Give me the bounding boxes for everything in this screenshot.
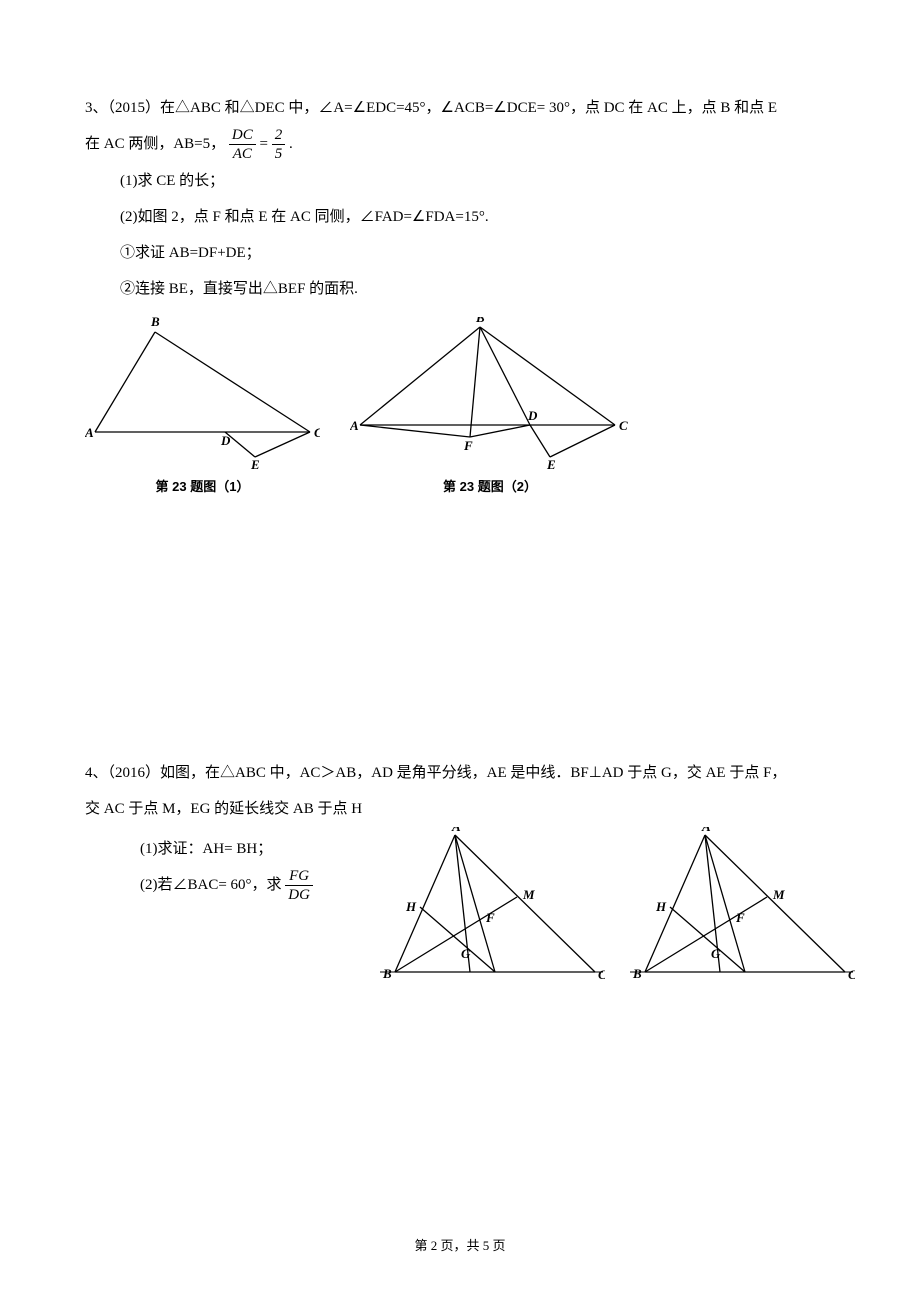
svg-text:F: F (735, 910, 745, 925)
svg-text:D: D (220, 433, 231, 448)
q3-figures: A B C D E 第 23 题图（1） A B C D E F 第 23 题图（2） (85, 317, 835, 495)
q3-fig2-caption: 第 23 题图（2） (350, 476, 630, 495)
page-footer: 第 2 页，共 5 页 (0, 1235, 920, 1254)
frac-dc-ac: DC AC (229, 126, 256, 163)
svg-text:H: H (655, 899, 667, 914)
q3-line1a: 3、（2015）在△ABC 和△DEC 中，∠A=∠EDC=45°，∠ACB=∠… (85, 90, 835, 126)
svg-text:M: M (522, 887, 535, 902)
question-4: 4、（2016）如图，在△ABC 中，AC＞AB，AD 是角平分线，AE 是中线… (85, 755, 835, 987)
svg-text:M: M (772, 887, 785, 902)
svg-text:A: A (451, 827, 461, 834)
q4-part2: (2)若∠BAC= 60°，求 FG DG (85, 867, 375, 904)
svg-text:F: F (485, 910, 495, 925)
svg-text:A: A (701, 827, 711, 834)
svg-text:F: F (463, 438, 473, 453)
q4-part1: (1)求证：AH= BH； (85, 831, 375, 867)
eq-sign: = (259, 136, 271, 152)
svg-text:G: G (711, 946, 721, 961)
q3-figure-2: A B C D E F (350, 317, 630, 472)
q3-part2b: ②连接 BE，直接写出△BEF 的面积. (85, 271, 835, 307)
q3-part1: (1)求 CE 的长； (85, 163, 835, 199)
q4-line2: 交 AC 于点 M，EG 的延长线交 AB 于点 H (85, 791, 835, 827)
q3-line1b: 在 AC 两侧，AB=5， DC AC = 2 5 . (85, 126, 835, 163)
svg-text:A: A (85, 425, 94, 440)
svg-text:E: E (546, 457, 556, 472)
svg-text:C: C (314, 425, 320, 440)
q4-subparts: (1)求证：AH= BH； (2)若∠BAC= 60°，求 FG DG (85, 827, 375, 904)
q3-figure-1: A B C D E (85, 317, 320, 472)
q3-line1b-prefix: 在 AC 两侧，AB=5， (85, 136, 225, 152)
svg-text:B: B (475, 317, 485, 325)
q4-part2-prefix: (2)若∠BAC= 60°，求 (140, 877, 285, 893)
q4-figure-right: A B C H M F G (625, 827, 855, 987)
q4-content-row: (1)求证：AH= BH； (2)若∠BAC= 60°，求 FG DG A B C H… (85, 827, 835, 987)
q4-figures: A B C H M F G A B C H M F G (375, 827, 855, 987)
svg-text:H: H (405, 899, 417, 914)
svg-text:E: E (250, 457, 260, 472)
svg-text:B: B (150, 317, 160, 329)
q4-figure-left: A B C H M F G (375, 827, 605, 987)
q3-fig2-block: A B C D E F 第 23 题图（2） (350, 317, 630, 495)
svg-text:G: G (461, 946, 471, 961)
q3-part2: (2)如图 2，点 F 和点 E 在 AC 同侧，∠FAD=∠FDA=15°. (85, 199, 835, 235)
period: . (289, 136, 293, 152)
frac-2-5: 2 5 (272, 126, 286, 163)
svg-text:C: C (848, 967, 855, 982)
svg-text:B: B (632, 966, 642, 981)
q3-fig1-block: A B C D E 第 23 题图（1） (85, 317, 320, 495)
svg-text:C: C (598, 967, 605, 982)
q4-line1: 4、（2016）如图，在△ABC 中，AC＞AB，AD 是角平分线，AE 是中线… (85, 755, 835, 791)
svg-text:D: D (527, 408, 538, 423)
svg-text:A: A (350, 418, 359, 433)
frac-fg-dg: FG DG (285, 867, 313, 904)
question-3: 3、（2015）在△ABC 和△DEC 中，∠A=∠EDC=45°，∠ACB=∠… (85, 90, 835, 495)
svg-text:B: B (382, 966, 392, 981)
svg-text:C: C (619, 418, 628, 433)
q3-part2a: ①求证 AB=DF+DE； (85, 235, 835, 271)
q3-fig1-caption: 第 23 题图（1） (85, 476, 320, 495)
